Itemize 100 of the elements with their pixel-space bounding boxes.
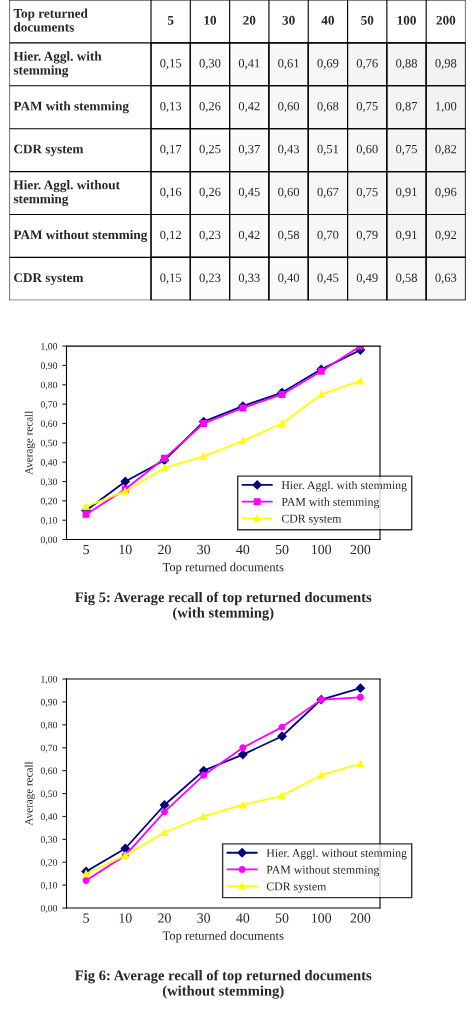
data-label: 0,76: [356, 59, 378, 70]
data-label: 0,51: [317, 144, 339, 156]
data-label: 0,91: [396, 187, 417, 198]
x-tick-label: 5: [83, 544, 90, 555]
data-label: 0,17: [160, 144, 182, 156]
y-tick-label: 0,70: [40, 744, 58, 753]
x-tick-label: 100: [312, 913, 332, 923]
legend-label: Hier. Aggl. without stemming: [266, 848, 407, 860]
data-label: 0,37: [238, 144, 260, 156]
data-label: 0,68: [317, 101, 339, 113]
data-label: 0,58: [278, 230, 300, 241]
data-label: 0,26: [199, 187, 221, 198]
data-label: 0,91: [396, 230, 417, 241]
legend-label: PAM with stemming: [281, 497, 380, 509]
y-tick-label: 0,50: [40, 439, 58, 448]
data-label: 0,69: [317, 59, 339, 70]
data-label: 0,42: [238, 230, 260, 241]
y-axis-title: Average recall: [24, 761, 35, 826]
x-tick-label: 30: [197, 913, 211, 923]
data-label: 0,61: [278, 59, 299, 70]
x-tick-label: 200: [350, 913, 371, 923]
data-label: 0,60: [356, 144, 378, 156]
y-tick-label: 0,00: [40, 904, 58, 913]
data-label: 0,79: [356, 230, 378, 241]
x-tick-label: 20: [158, 913, 171, 923]
data-label: 0,30: [199, 59, 221, 70]
x-axis-title: Top returned documents: [13, 8, 88, 32]
x-tick-label: 10: [204, 15, 217, 25]
y-tick-label: 0,20: [40, 859, 58, 868]
data-label: 0,13: [160, 101, 182, 113]
y-tick-label: 0,30: [40, 478, 58, 487]
y-tick-label: 0,30: [40, 836, 58, 845]
data-label: 0,88: [396, 59, 417, 70]
y-tick-label: PAM without stemming: [13, 229, 148, 242]
data-label: 0,98: [435, 59, 457, 70]
x-tick-label: 10: [119, 913, 132, 923]
x-tick-label: 10: [119, 544, 132, 555]
x-axis-title: Top returned documents: [162, 562, 284, 574]
y-tick-label: 0,80: [40, 721, 58, 730]
y-tick-label: 0,00: [40, 536, 58, 545]
y-axis-title: Average recall: [24, 410, 35, 475]
data-label: 0,49: [356, 273, 378, 284]
data-label: 0,92: [435, 230, 457, 241]
data-label: 0,58: [396, 273, 417, 284]
data-label: 0,15: [160, 273, 182, 284]
data-label: 0,33: [238, 273, 260, 284]
legend-label: PAM without stemming: [266, 865, 380, 877]
data-label: 0,12: [160, 230, 181, 241]
x-axis-title: Top returned documents: [162, 931, 284, 943]
x-tick-label: 100: [312, 544, 332, 555]
y-tick-label: 0,20: [40, 497, 58, 506]
data-label: 0,43: [278, 144, 300, 156]
data-label: 0,23: [199, 230, 221, 241]
x-tick-label: 5: [83, 913, 90, 923]
x-tick-label: 5: [167, 15, 174, 25]
x-tick-label: 20: [158, 544, 171, 555]
y-tick-label: Hier. Aggl. with stemming: [13, 51, 102, 78]
x-tick-label: 50: [275, 544, 289, 555]
x-tick-label: 30: [197, 544, 211, 555]
y-tick-label: 0,60: [40, 420, 58, 429]
data-label: 0,25: [199, 144, 221, 156]
legend-label: Hier. Aggl. with stemming: [281, 480, 407, 492]
y-tick-label: 0,60: [40, 767, 58, 776]
data-label: 0,87: [396, 101, 418, 113]
data-label: 0,40: [278, 273, 300, 284]
y-tick-label: Hier. Aggl. without stemming: [13, 180, 120, 207]
data-label: 0,23: [199, 273, 221, 284]
data-label: 0,75: [396, 144, 417, 156]
x-tick-label: 50: [275, 913, 289, 923]
data-label: 0,45: [317, 273, 339, 284]
y-tick-label: 0,70: [40, 401, 58, 410]
caption: Fig 6: Average recall of top returned documents (without stemming): [75, 969, 372, 999]
caption: Fig 5: Average recall of top returned documents (with stemming): [75, 591, 372, 621]
x-tick-label: 100: [397, 15, 416, 25]
data-label: 0,15: [160, 59, 182, 70]
x-tick-label: 200: [436, 15, 456, 25]
y-tick-label: 0,50: [40, 790, 58, 799]
x-tick-label: 50: [361, 15, 374, 25]
x-tick-label: 40: [236, 544, 250, 555]
data-label: 0,82: [435, 144, 457, 156]
data-label: 0,63: [435, 273, 457, 284]
y-tick-label: 0,10: [40, 882, 58, 891]
data-label: 0,42: [238, 101, 260, 113]
x-tick-label: 30: [282, 15, 295, 25]
data-label: 0,70: [317, 230, 339, 241]
x-tick-label: 20: [243, 15, 256, 25]
y-tick-label: CDR system: [14, 144, 84, 157]
data-label: 0,60: [278, 187, 300, 198]
data-label: 0,67: [317, 187, 339, 198]
y-tick-label: 1,00: [41, 343, 58, 351]
data-label: 0,16: [160, 187, 182, 198]
data-label: 0,75: [356, 187, 378, 198]
y-tick-label: 1,00: [41, 675, 58, 684]
y-tick-label: 0,10: [40, 517, 58, 526]
legend-label: CDR system: [266, 882, 327, 893]
data-label: 0,45: [238, 187, 260, 198]
y-tick-label: 0,80: [40, 381, 58, 390]
x-tick-label: 40: [236, 913, 250, 923]
data-label: 0,60: [278, 101, 300, 113]
x-tick-label: 40: [321, 15, 335, 25]
